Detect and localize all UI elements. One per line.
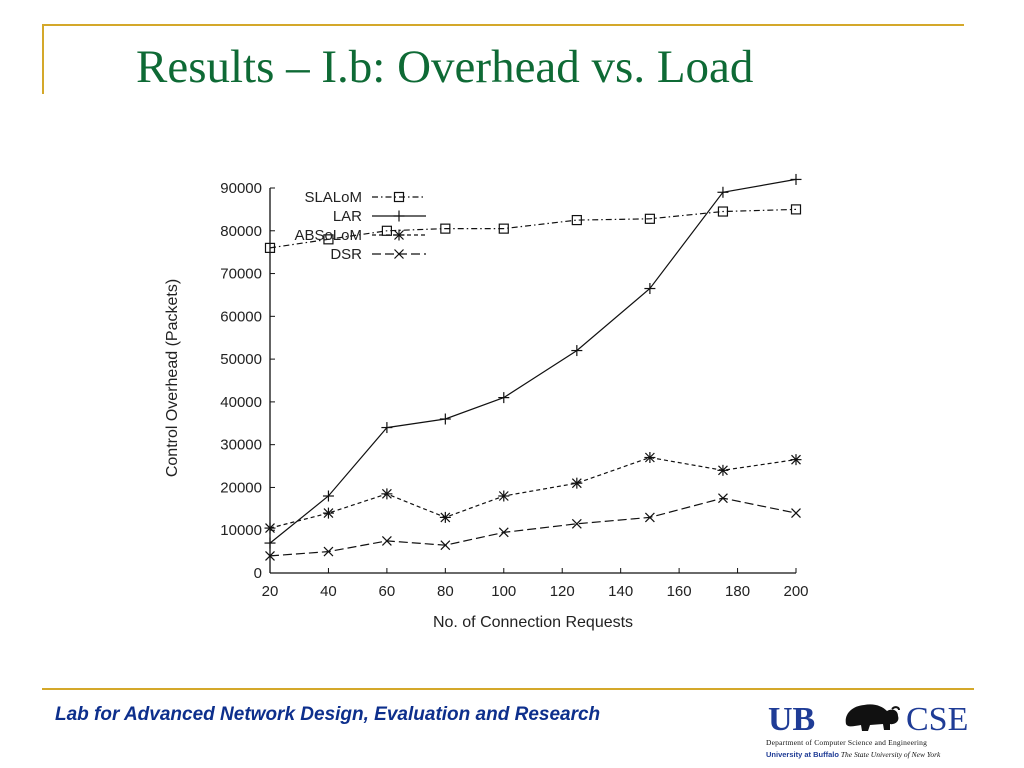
point-absolom: [644, 452, 656, 463]
point-slalom: [498, 223, 509, 234]
series-line-slalom: [269, 208, 797, 249]
legend-marker-slalom: [393, 191, 405, 203]
bottom-rule: [42, 688, 974, 690]
logo-university: University at Buffalo The State Universi…: [766, 750, 940, 759]
logo-graphic: UB CSE: [768, 701, 968, 738]
point-slalom: [571, 214, 582, 226]
footer-lab-name: Lab for Advanced Network Design, Evaluat…: [55, 704, 601, 725]
y-tick-label: 30000: [220, 437, 262, 454]
point-absolom: [498, 490, 510, 502]
point-dsr: [381, 535, 392, 546]
x-tick-label: 200: [783, 583, 808, 600]
logo-university-name: University at Buffalo: [766, 750, 839, 759]
overhead-vs-load-chart: 20 40 60 80 100 120 140 160 180 200 0 10000 20000 300…: [164, 173, 809, 631]
series-absolom: [264, 452, 802, 534]
point-lar: [322, 490, 334, 502]
point-lar: [381, 422, 393, 434]
legend-marker-absolom: [393, 229, 405, 241]
x-tick-label: 20: [262, 583, 279, 600]
series-line-dsr: [269, 497, 797, 557]
y-tick-label: 20000: [220, 479, 262, 496]
series-line-absolom: [269, 456, 797, 529]
legend-marker-dsr: [394, 249, 404, 259]
point-lar: [264, 537, 276, 549]
point-absolom: [717, 464, 729, 476]
logo-ub: UB: [768, 701, 815, 738]
point-lar: [717, 186, 729, 198]
point-dsr: [323, 546, 334, 557]
point-dsr: [498, 527, 509, 538]
left-rule: [42, 24, 44, 94]
x-tick-label: 160: [667, 583, 692, 600]
point-slalom: [440, 223, 451, 234]
y-tick-label: 50000: [220, 351, 262, 368]
point-lar: [498, 392, 510, 404]
ub-cse-logo: UB CSE Department of Computer Science an…: [766, 694, 978, 764]
point-dsr: [718, 493, 728, 504]
legend-label-dsr: DSR: [330, 246, 362, 263]
slide-title: Results – I.b: Overhead vs. Load: [136, 41, 754, 93]
point-dsr: [644, 512, 655, 523]
series-slalom: [264, 204, 802, 253]
y-axis-label: Control Overhead (Packets): [164, 279, 181, 477]
x-tick-label: 80: [437, 583, 454, 600]
logo-suny: The State University of New York: [840, 750, 941, 759]
chart-series: [264, 173, 802, 561]
y-tick-label: 80000: [220, 223, 262, 240]
point-slalom: [264, 242, 276, 253]
point-absolom: [439, 511, 451, 523]
x-tick-label: 140: [608, 583, 633, 600]
point-absolom: [381, 488, 393, 500]
point-dsr: [440, 540, 451, 551]
buffalo-icon: [845, 704, 900, 731]
point-lar: [790, 173, 802, 185]
logo-department: Department of Computer Science and Engin…: [766, 738, 928, 747]
point-dsr: [265, 550, 275, 561]
x-axis-label: No. of Connection Requests: [433, 614, 633, 631]
y-tick-label: 40000: [220, 394, 262, 411]
point-absolom: [264, 522, 276, 534]
top-rule: [42, 24, 964, 26]
y-tick-label: 0: [254, 565, 262, 582]
y-tick-label: 70000: [220, 266, 262, 283]
x-tick-label: 120: [550, 583, 575, 600]
y-tick-label: 10000: [220, 522, 262, 539]
point-absolom: [790, 454, 802, 466]
point-slalom: [790, 204, 802, 215]
x-tick-label: 60: [379, 583, 396, 600]
x-tick-label: 40: [320, 583, 337, 600]
x-tick-label: 180: [725, 583, 750, 600]
point-lar: [644, 283, 656, 295]
point-absolom: [322, 507, 334, 519]
legend-marker-lar: [393, 210, 405, 222]
x-tick-label: 100: [491, 583, 516, 600]
legend-label-absolom: ABSoLoM: [294, 227, 362, 244]
point-absolom: [571, 477, 583, 489]
legend-label-slalom: SLALoM: [304, 189, 362, 206]
point-lar: [571, 345, 583, 357]
legend-label-lar: LAR: [333, 208, 362, 225]
point-slalom: [717, 206, 729, 217]
point-dsr: [791, 508, 801, 519]
series-lar: [264, 173, 802, 549]
chart-legend: SLALoM LAR ABSoLoM DSR: [294, 189, 426, 263]
chart-ticks: 20 40 60 80 100 120 140 160 180 200 0 10000 20000 300…: [220, 180, 808, 600]
point-slalom: [644, 213, 655, 224]
logo-cse: CSE: [906, 701, 968, 738]
point-slalom: [323, 234, 334, 245]
point-dsr: [571, 518, 582, 529]
point-lar: [439, 413, 451, 425]
series-dsr: [265, 493, 801, 561]
y-tick-label: 90000: [220, 180, 262, 197]
y-tick-label: 60000: [220, 308, 262, 325]
